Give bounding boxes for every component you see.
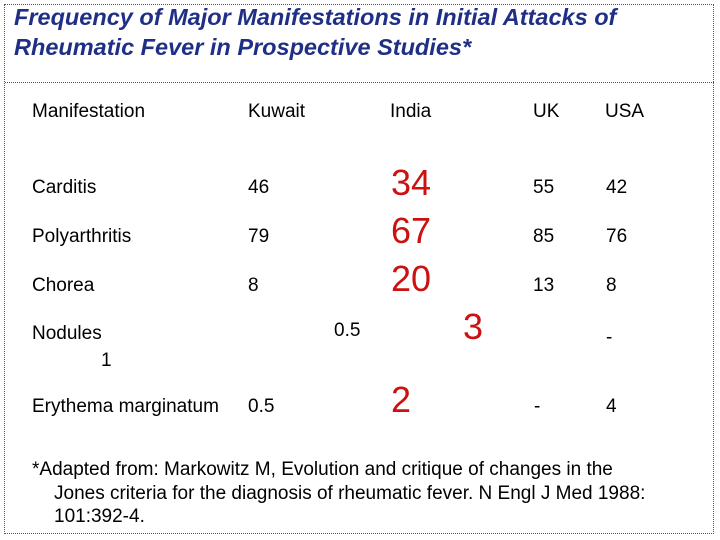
row-erythema-uk: - — [534, 396, 541, 417]
row-chorea-label: Chorea — [32, 275, 95, 296]
row-chorea-india: 20 — [391, 258, 432, 299]
row-erythema-kuwait: 0.5 — [248, 396, 275, 417]
row-polyarthritis-kuwait: 79 — [248, 226, 270, 247]
row-chorea-kuwait: 8 — [248, 275, 259, 296]
row-polyarthritis-label: Polyarthritis — [32, 226, 132, 247]
row-carditis-kuwait: 46 — [248, 177, 270, 198]
header-manifestation: Manifestation — [32, 101, 146, 122]
row-nodules-india: 3 — [463, 306, 484, 347]
row-chorea-usa: 8 — [606, 275, 617, 296]
slide-frame — [4, 4, 714, 534]
row-polyarthritis-uk: 85 — [533, 226, 555, 247]
footnote-line-2: Jones criteria for the diagnosis of rheu… — [54, 482, 646, 504]
row-erythema-india: 2 — [391, 379, 412, 420]
row-polyarthritis-usa: 76 — [606, 226, 628, 247]
header-uk: UK — [533, 101, 560, 122]
row-nodules-kuwait: 0.5 — [334, 320, 361, 341]
row-carditis-label: Carditis — [32, 177, 97, 198]
title-line-2: Rheumatic Fever in Prospective Studies* — [14, 34, 472, 60]
row-chorea-uk: 13 — [533, 275, 555, 296]
row-nodules-label: Nodules — [32, 323, 102, 344]
row-carditis-uk: 55 — [533, 177, 555, 198]
row-erythema-usa: 4 — [606, 396, 617, 417]
footnote-line-3: 101:392-4. — [54, 506, 145, 527]
title-line-1: Frequency of Major Manifestations in Ini… — [14, 4, 617, 30]
slide-title: Frequency of Major Manifestations in Ini… — [14, 2, 704, 62]
header-kuwait: Kuwait — [248, 101, 306, 122]
header-india: India — [390, 101, 432, 122]
title-divider — [5, 82, 714, 83]
footnote: *Adapted from: Markowitz M, Evolution an… — [32, 458, 702, 529]
row-nodules-label-extra: 1 — [101, 350, 112, 371]
footnote-line-1: *Adapted from: Markowitz M, Evolution an… — [32, 459, 613, 480]
header-usa: USA — [605, 101, 645, 122]
row-carditis-usa: 42 — [606, 177, 628, 198]
row-erythema-label: Erythema marginatum — [32, 396, 219, 417]
row-nodules-usa: - — [606, 327, 613, 348]
row-carditis-india: 34 — [391, 162, 432, 203]
row-polyarthritis-india: 67 — [391, 210, 432, 251]
